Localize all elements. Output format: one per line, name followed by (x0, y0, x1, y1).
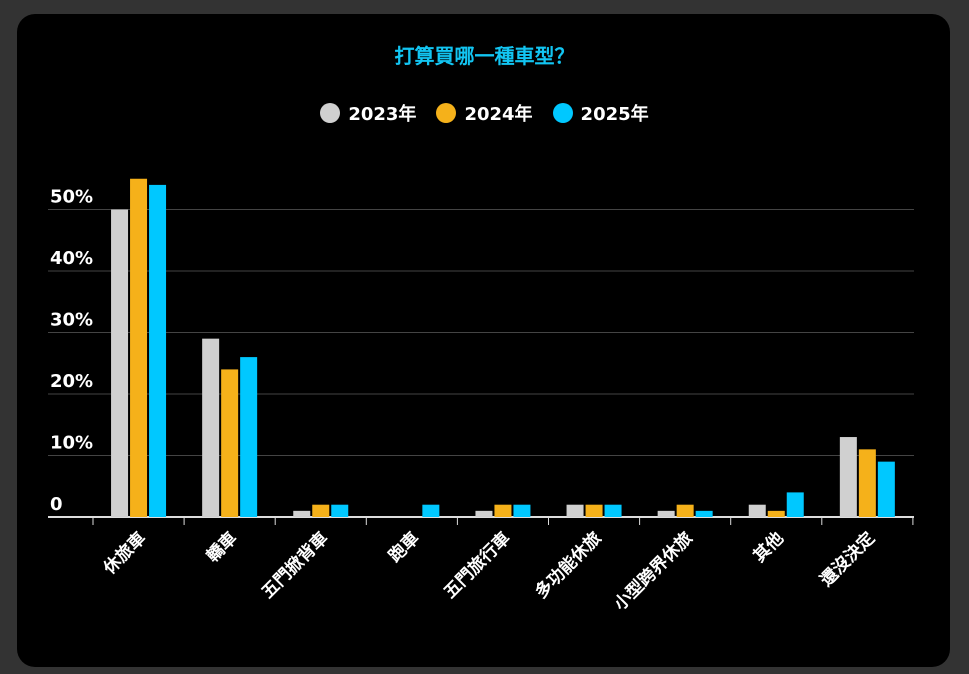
bar-2025年 (695, 510, 713, 517)
x-tick-label: 其他 (749, 528, 788, 567)
legend-label: 2025年 (580, 104, 649, 125)
bar-2023年 (475, 510, 493, 517)
y-tick-label: 20% (50, 371, 93, 392)
x-tick-label: 多功能休旅 (531, 528, 606, 603)
x-tick-label: 五門掀背車 (257, 528, 332, 603)
x-tick-label: 五門旅行車 (440, 528, 515, 603)
bar-2024年 (494, 504, 512, 517)
legend: 2023年 2024年 2025年 (0, 100, 969, 126)
bar-2023年 (566, 504, 584, 517)
legend-item-2024[interactable]: 2024年 (436, 100, 533, 126)
bar-2023年 (657, 510, 675, 517)
y-tick-label: 10% (50, 433, 93, 454)
bar-2023年 (748, 504, 766, 517)
bar-2024年 (676, 504, 694, 517)
legend-label: 2023年 (348, 104, 417, 125)
bar-2025年 (604, 504, 622, 517)
x-tick-label: 還沒決定 (816, 528, 879, 591)
legend-swatch (320, 103, 341, 123)
bar-2025年 (149, 184, 167, 517)
bar-2024年 (767, 510, 785, 517)
bar-2024年 (312, 504, 330, 517)
bar-2024年 (585, 504, 603, 517)
bar-2024年 (858, 449, 876, 517)
bar-2025年 (422, 504, 440, 517)
y-tick-label: 0 (50, 494, 63, 515)
y-tick-label: 50% (50, 187, 93, 208)
bar-2023年 (293, 510, 311, 517)
y-tick-label: 40% (50, 248, 93, 269)
legend-swatch (552, 103, 573, 123)
bar-2023年 (839, 437, 857, 517)
x-tick-label: 轎車 (202, 528, 241, 567)
legend-swatch (436, 103, 457, 123)
x-tick-label: 跑車 (384, 528, 423, 567)
y-tick-label: 30% (50, 310, 93, 331)
bar-2023年 (202, 338, 220, 517)
bar-2025年 (331, 504, 349, 517)
bar-2024年 (130, 178, 148, 517)
legend-label: 2024年 (464, 104, 533, 125)
x-tick-label: 小型跨界休旅 (610, 528, 697, 615)
bar-2025年 (877, 461, 895, 517)
bar-2023年 (111, 209, 129, 517)
bar-2025年 (786, 492, 804, 517)
chart-title: 打算買哪一種車型？ (394, 44, 575, 68)
legend-item-2025[interactable]: 2025年 (552, 100, 649, 126)
chart-card (17, 14, 950, 667)
x-tick-label: 休旅車 (98, 528, 150, 580)
legend-item-2023[interactable]: 2023年 (320, 100, 416, 126)
bar-2024年 (221, 369, 239, 517)
bar-2025年 (240, 357, 258, 517)
bar-2025年 (513, 504, 531, 517)
